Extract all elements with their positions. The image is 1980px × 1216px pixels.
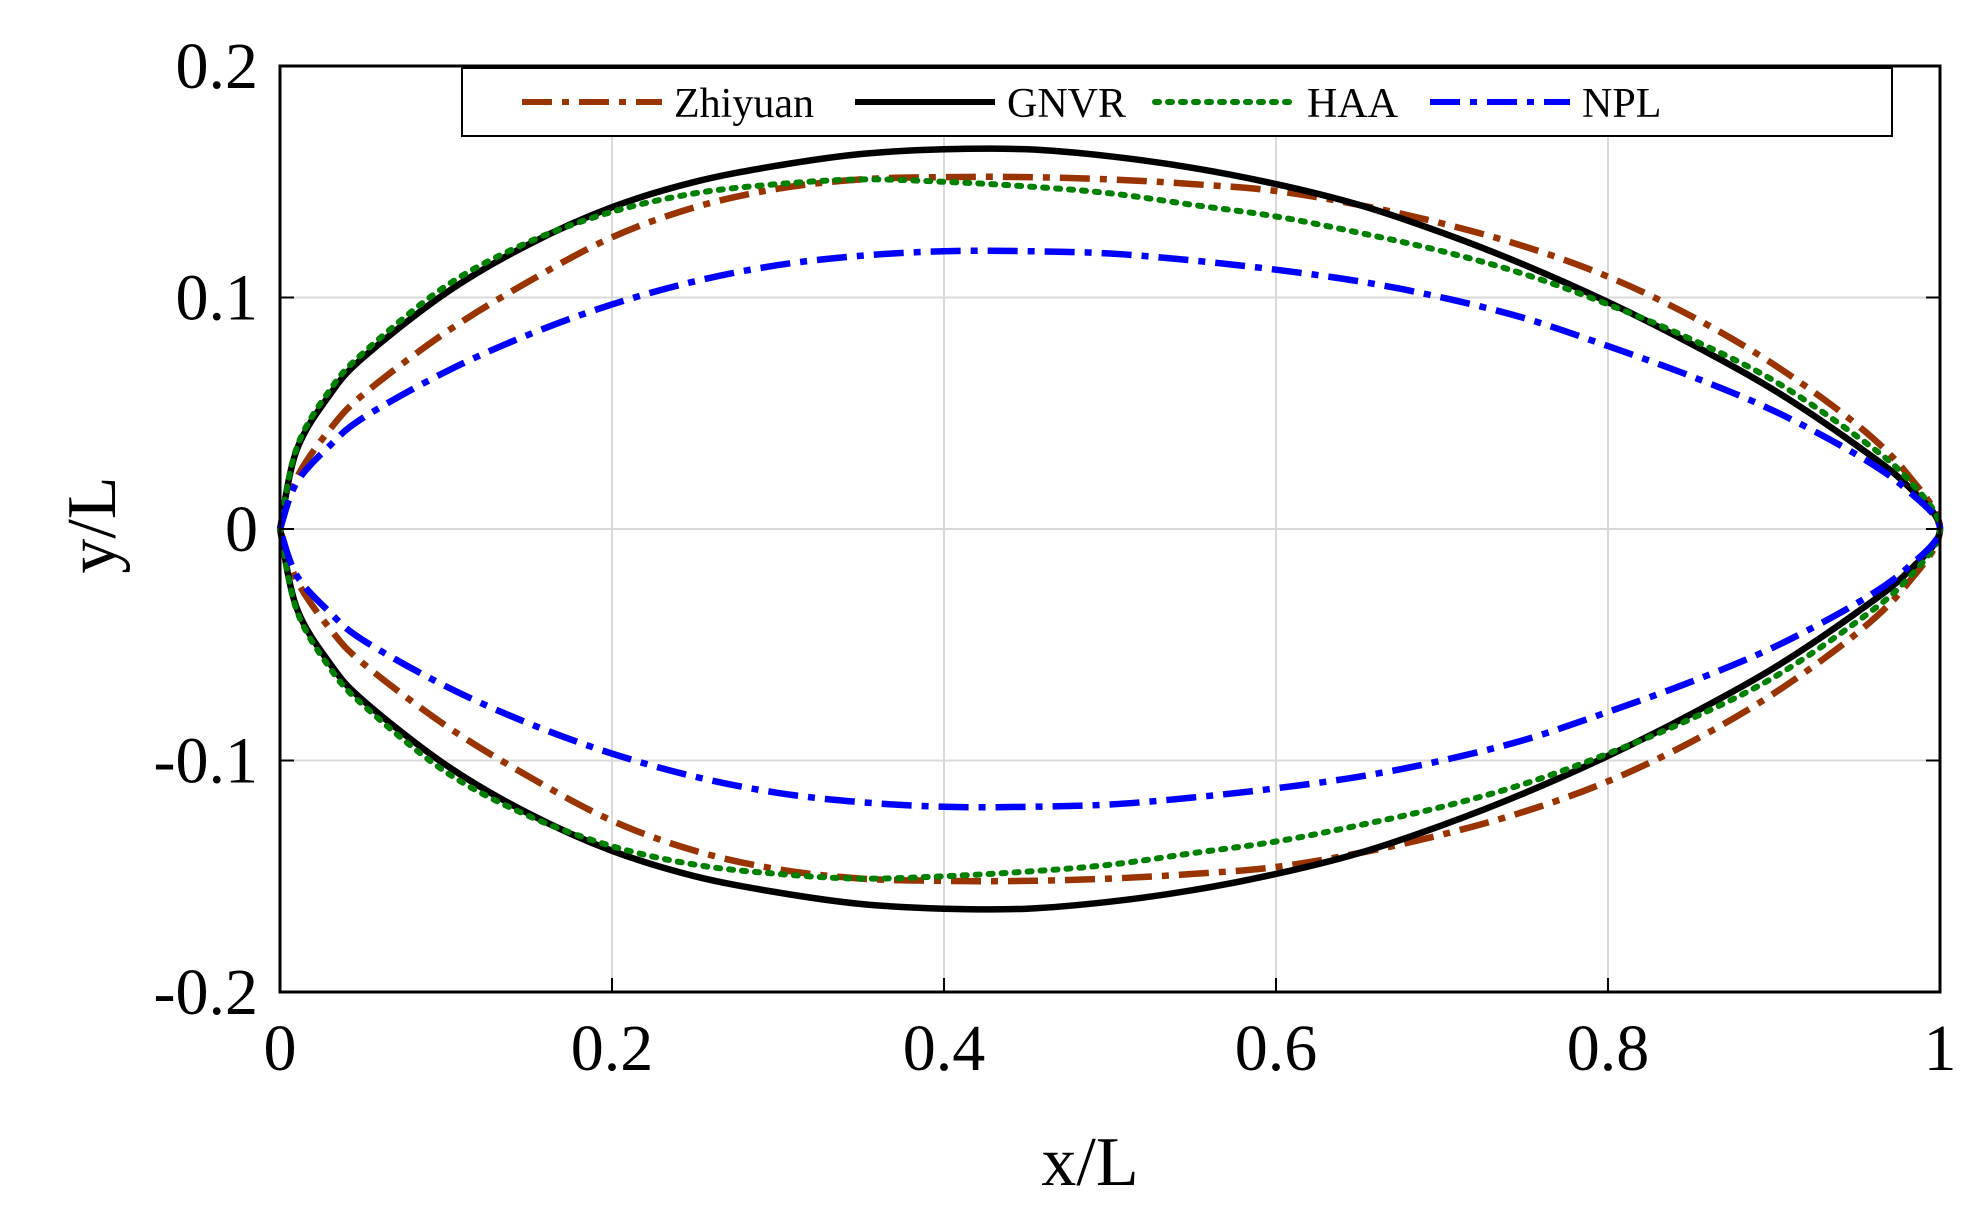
x-tick-label: 1 bbox=[1924, 1012, 1957, 1085]
tick-labels: 0 0.2 0.4 0.6 0.8 1 -0.2 -0.1 0 0.1 0.2 bbox=[154, 30, 1957, 1085]
legend: Zhiyuan GNVR HAA NPL bbox=[461, 67, 1893, 137]
legend-box bbox=[461, 67, 1893, 137]
x-axis-title: x/L bbox=[1041, 1124, 1138, 1201]
y-axis-title: y/L bbox=[54, 476, 131, 573]
y-tick-label: 0.2 bbox=[176, 30, 259, 103]
x-tick-label: 0.4 bbox=[903, 1012, 986, 1085]
x-tick-label: 0.8 bbox=[1567, 1012, 1650, 1085]
grid bbox=[280, 66, 1940, 992]
x-tick-label: 0.6 bbox=[1235, 1012, 1318, 1085]
legend-label-gnvr: GNVR bbox=[1007, 81, 1126, 127]
x-tick-label: 0 bbox=[264, 1012, 297, 1085]
x-tick-label: 0.2 bbox=[571, 1012, 654, 1085]
y-tick-label: -0.2 bbox=[154, 956, 258, 1029]
series-line-npl bbox=[276, 247, 1944, 811]
y-tick-label: 0 bbox=[225, 493, 258, 566]
y-tick-label: -0.1 bbox=[154, 725, 258, 798]
y-tick-label: 0.1 bbox=[176, 262, 259, 335]
legend-label-haa: HAA bbox=[1307, 81, 1399, 127]
legend-label-npl: NPL bbox=[1582, 81, 1661, 127]
legend-label-zhiyuan: Zhiyuan bbox=[674, 81, 814, 127]
